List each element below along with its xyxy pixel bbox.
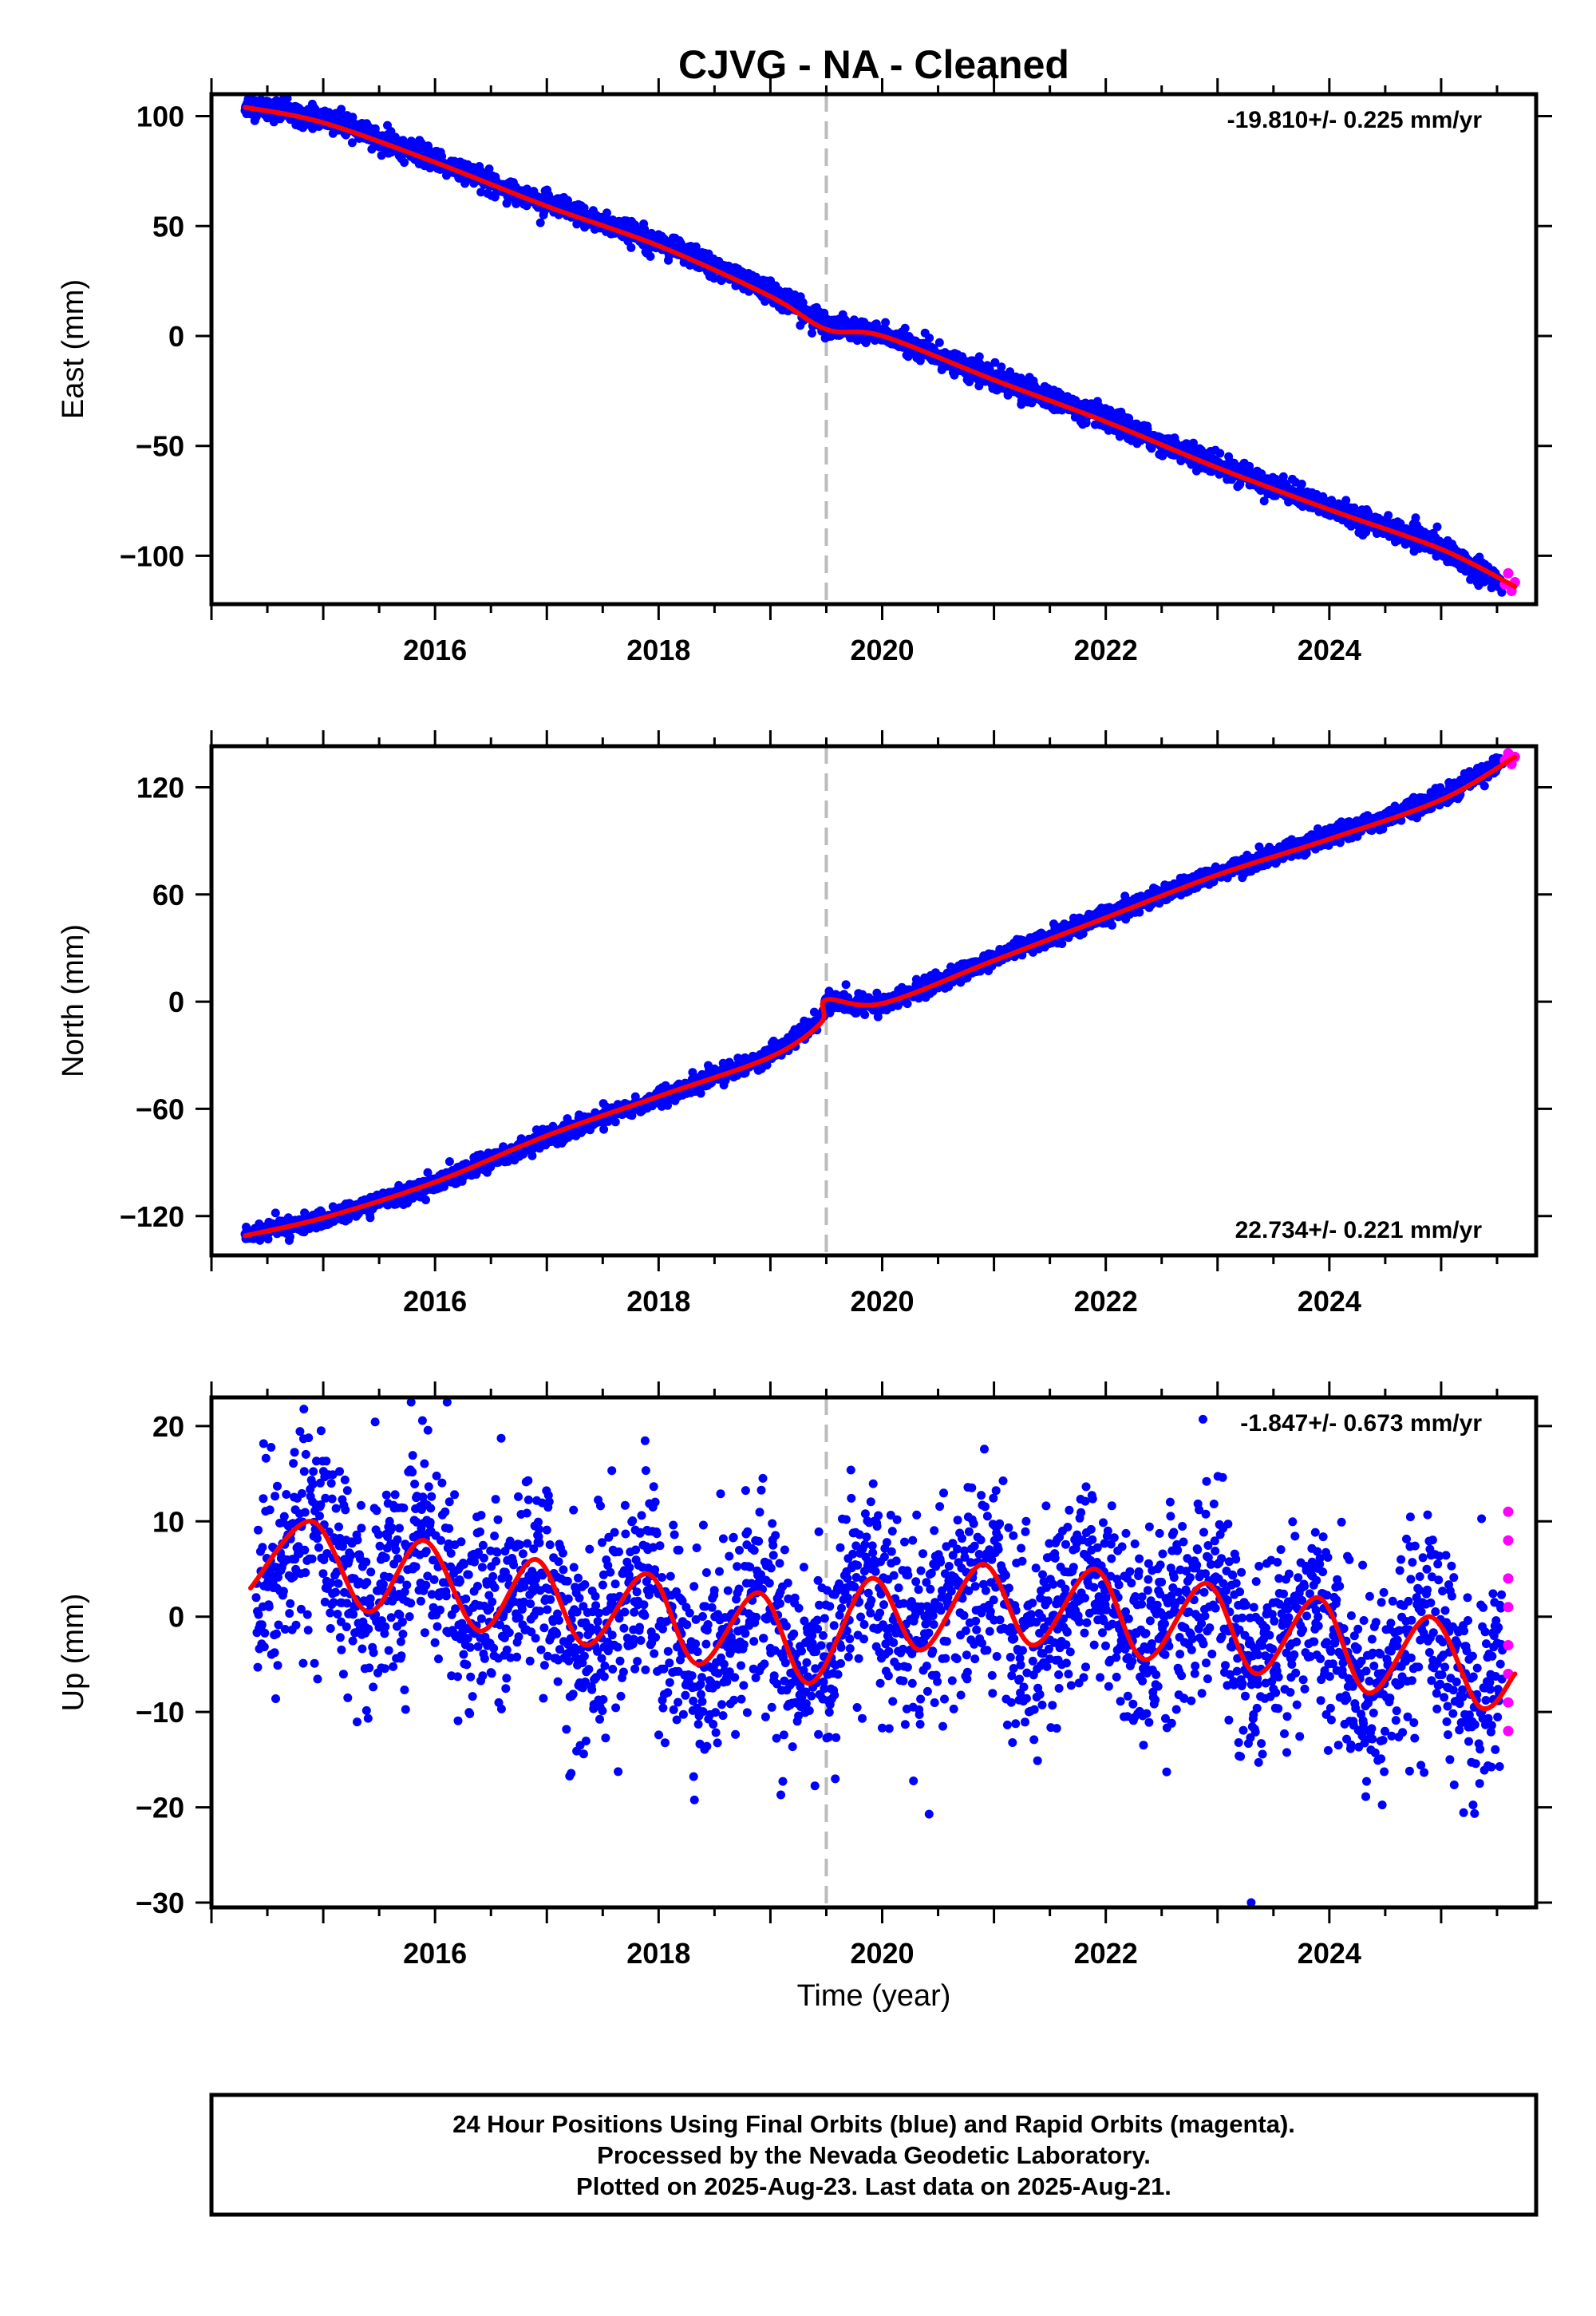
final-orbit-point — [285, 1232, 294, 1242]
final-orbit-point — [1497, 587, 1507, 597]
final-orbit-point — [646, 251, 655, 261]
final-orbit-point — [337, 105, 346, 114]
plot-frame — [209, 92, 1539, 607]
final-orbit-point — [808, 328, 816, 338]
final-orbit-point — [1384, 511, 1393, 520]
y-tick-label: −100 — [120, 539, 184, 572]
final-orbit-point — [476, 188, 486, 197]
model-fit-line — [243, 105, 1518, 589]
final-orbit-point — [881, 318, 891, 327]
final-orbit-point — [640, 224, 650, 234]
final-orbit-point — [484, 164, 494, 174]
x-tick-label: 2020 — [850, 634, 914, 666]
final-orbit-point — [348, 113, 358, 122]
final-orbit-point — [860, 1010, 870, 1019]
final-orbit-point — [709, 274, 719, 283]
final-orbit-point — [1176, 456, 1186, 465]
x-tick-label: 2022 — [1074, 634, 1138, 666]
final-orbit-point — [696, 1089, 705, 1098]
final-orbit-point — [1259, 496, 1269, 506]
y-tick-label: 100 — [136, 101, 184, 133]
final-orbit-point — [1411, 513, 1420, 523]
final-orbit-point — [925, 334, 934, 342]
final-orbit-point — [602, 208, 611, 218]
final-orbit-point — [400, 158, 409, 168]
final-orbit-point — [950, 370, 959, 380]
x-tick-label: 2024 — [1298, 634, 1361, 666]
x-tick-label: 2016 — [403, 634, 467, 666]
final-orbit-point — [997, 362, 1006, 372]
final-orbit-points — [240, 93, 1507, 597]
y-axis-label: East (mm) — [57, 279, 90, 419]
rate-label: -19.810+/- 0.225 mm/yr — [1227, 107, 1483, 133]
final-orbit-point — [934, 338, 944, 347]
final-orbit-point — [1189, 438, 1198, 448]
final-orbit-point — [1005, 367, 1015, 377]
y-tick-label: 50 — [152, 210, 184, 243]
rapid-orbit-point — [1503, 567, 1514, 579]
final-orbit-point — [572, 219, 582, 229]
final-orbit-point — [1364, 508, 1373, 518]
final-orbit-point — [535, 218, 545, 227]
final-orbit-point — [271, 1208, 280, 1218]
y-tick-label: −50 — [136, 430, 184, 463]
final-orbit-point — [900, 323, 910, 333]
final-orbit-point — [263, 1235, 273, 1244]
final-orbit-point — [1341, 496, 1351, 505]
final-orbit-point — [626, 243, 636, 252]
final-orbit-point — [903, 999, 912, 1009]
final-orbit-point — [990, 358, 1000, 367]
final-orbit-point — [1245, 461, 1254, 471]
final-orbit-point — [599, 1124, 609, 1134]
final-orbit-point — [365, 1213, 375, 1223]
final-orbit-point — [974, 352, 984, 362]
y-tick-label: 0 — [168, 320, 184, 353]
final-orbit-point — [421, 1196, 430, 1204]
final-orbit-point — [1432, 522, 1442, 532]
final-orbit-point — [1297, 480, 1306, 488]
final-orbit-point — [1215, 449, 1225, 458]
final-orbit-point — [444, 1157, 454, 1166]
final-orbit-point — [1108, 920, 1116, 930]
x-tick-label: 2018 — [626, 634, 690, 666]
east-panel: 2016 2018 2020 2022 2024 100 50 0 −50 −100 East (m… — [57, 78, 1552, 666]
final-orbit-point — [347, 138, 357, 148]
final-orbit-points — [240, 753, 1507, 1245]
final-orbit-point — [1278, 472, 1288, 481]
figure-title: CJVG - NA - Cleaned — [678, 42, 1069, 87]
final-orbit-point — [841, 980, 851, 990]
